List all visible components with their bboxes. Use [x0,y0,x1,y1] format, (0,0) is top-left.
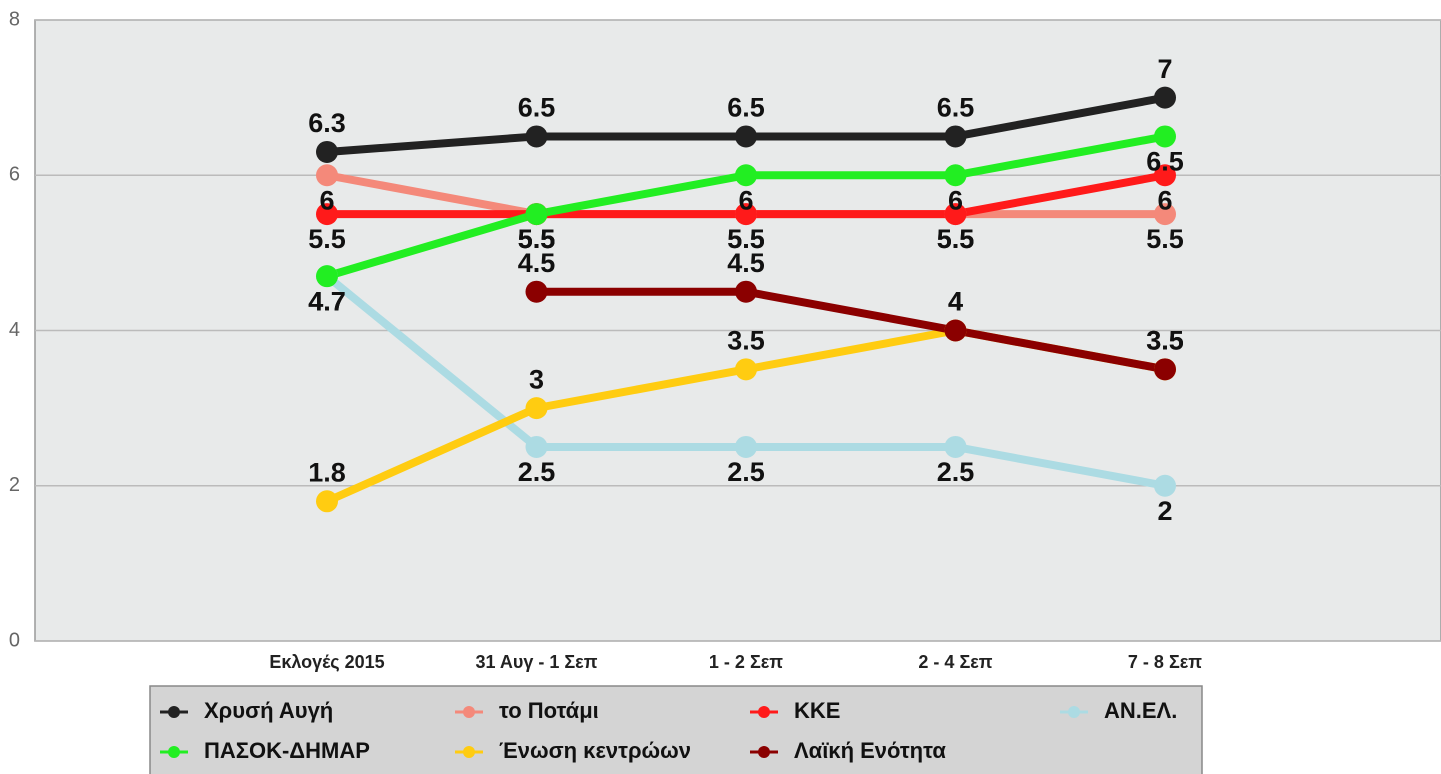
legend-label: το Ποτάμι [499,698,599,723]
legend-label: Χρυσή Αυγή [204,698,333,723]
data-label: 6 [738,185,753,215]
data-label: 6 [319,185,334,215]
y-tick-label: 4 [9,319,20,341]
series-marker [316,164,338,187]
series-marker [1154,358,1176,381]
y-tick-label: 6 [9,164,20,186]
series-marker [316,265,338,288]
series-marker [735,125,757,148]
series-marker [735,164,757,187]
series-marker [944,203,967,226]
series-marker [944,164,967,187]
data-label: 6.5 [518,93,556,123]
data-label: 3.5 [1146,325,1184,355]
series-marker [525,125,548,148]
data-label: 6 [1157,185,1172,215]
data-label: 7 [1157,54,1172,84]
series-marker [944,125,967,148]
data-label: 4.7 [308,286,346,316]
data-label: 4.5 [518,248,556,278]
data-label: 5.5 [1146,224,1184,254]
series-marker [316,203,338,226]
legend-swatch-marker [463,706,475,718]
data-label: 3.5 [727,325,765,355]
x-tick-label: 1 - 2 Σεπ [709,652,783,672]
series-marker [1154,474,1176,497]
series-marker [1154,86,1176,109]
legend-label: Λαϊκή Ενότητα [794,738,946,763]
data-label: 4 [948,287,963,317]
data-label: 3.5 [1146,325,1184,355]
series-marker [1154,203,1176,226]
data-label: 6.5 [1146,147,1184,177]
legend-swatch-marker [1068,706,1080,718]
series-marker [735,280,757,303]
series-line [536,287,1166,374]
data-label: 3 [529,364,544,394]
data-label: 5.5 [518,224,556,254]
series-marker [735,435,757,458]
series-marker [525,280,548,303]
data-label: 6.3 [308,108,346,138]
series-marker [525,435,548,458]
data-label: 1.8 [308,457,346,487]
data-label: 5.5 [727,224,765,254]
data-label: 6 [948,185,963,215]
data-label: 5.5 [518,224,556,254]
series-marker [735,203,757,226]
data-label: 2 [1157,496,1172,526]
data-label: 2.5 [727,457,765,487]
data-label: 5.5 [937,224,975,254]
legend-label: ΑΝ.ΕΛ. [1104,698,1177,723]
series-marker [525,203,548,226]
legend-label: Ένωση κεντρώων [499,738,691,763]
legend-label: ΠΑΣΟΚ-ΔΗΜΑΡ [204,738,370,763]
data-label: 4.5 [727,248,765,278]
series-marker [944,319,967,342]
y-tick-label: 8 [9,8,20,30]
legend-swatch-marker [168,706,180,718]
series-marker [316,140,338,163]
legend-label: ΚΚΕ [794,698,840,723]
y-tick-label: 0 [9,629,20,651]
legend-swatch-marker [168,746,180,758]
data-label: 5.5 [518,224,556,254]
series-marker [1154,125,1176,148]
x-tick-label: Εκλογές 2015 [269,652,384,672]
x-tick-label: 31 Αυγ - 1 Σεπ [476,652,598,672]
data-label: 4 [948,287,963,317]
x-tick-label: 7 - 8 Σεπ [1128,652,1202,672]
x-tick-label: 2 - 4 Σεπ [918,652,992,672]
series-marker [1154,164,1176,187]
legend-swatch-marker [758,746,770,758]
legend-swatch-marker [463,746,475,758]
data-label: 2.5 [937,457,975,487]
data-label: 5.5 [727,224,765,254]
legend-box [149,685,1203,774]
series-marker [525,397,548,420]
series-marker [735,358,757,381]
data-label: 4.7 [308,286,346,316]
data-label: 6.5 [727,93,765,123]
data-label: 5.5 [308,224,346,254]
legend-swatch-marker [758,706,770,718]
series-marker [944,435,967,458]
data-label: 5.5 [937,224,975,254]
y-tick-label: 2 [9,474,20,496]
series-marker [316,490,338,513]
data-label: 2.5 [518,457,556,487]
data-label: 6.5 [937,93,975,123]
